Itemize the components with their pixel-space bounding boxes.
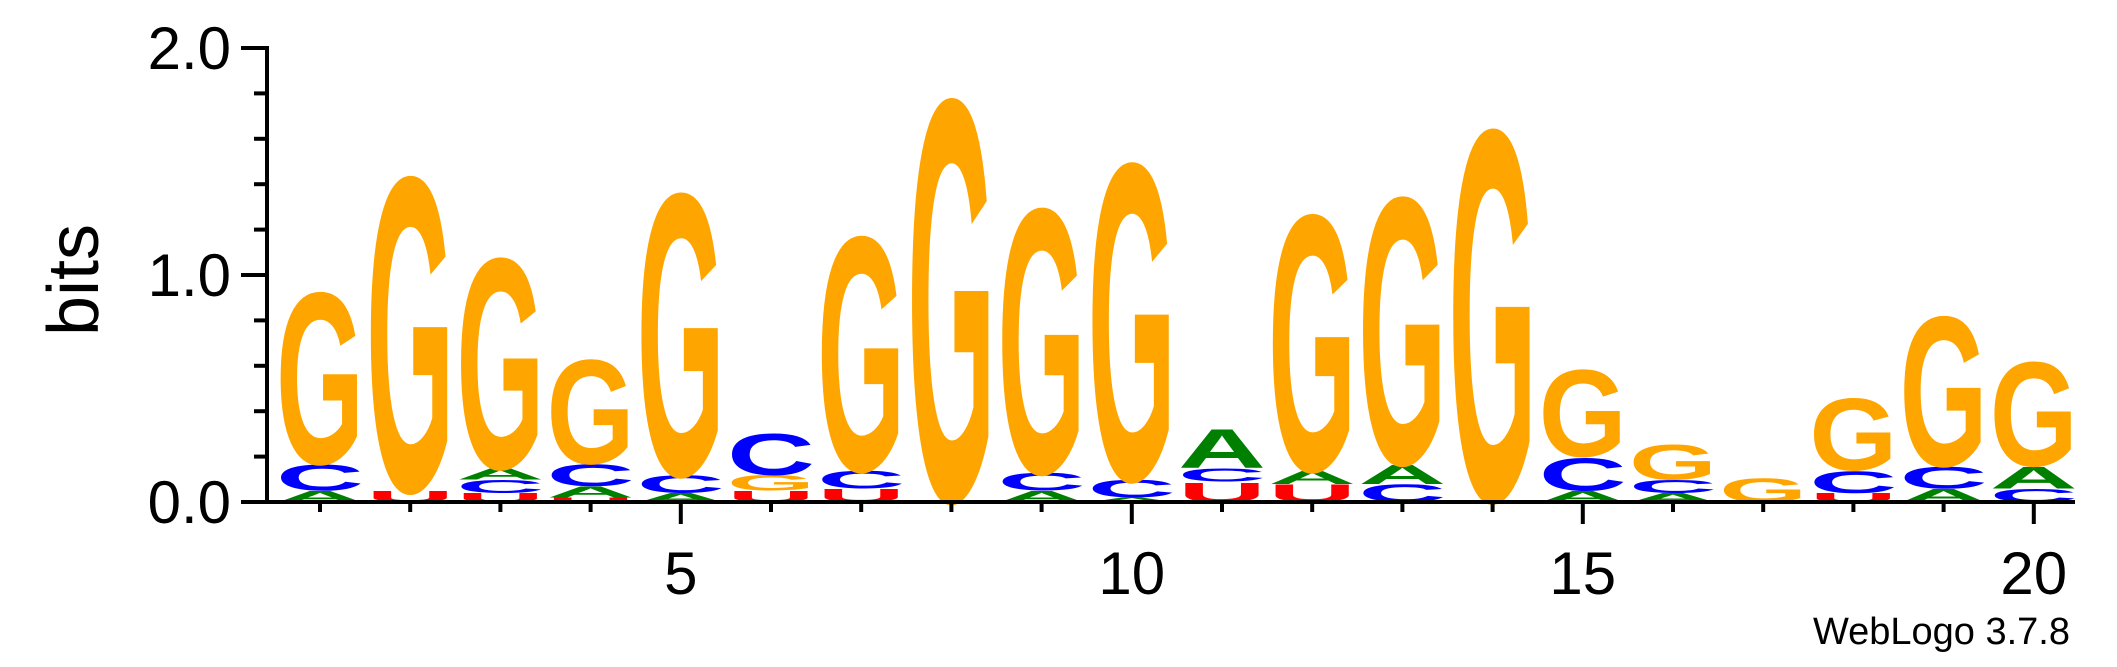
logo-letter-G-pos6: G [727,471,815,495]
logo-letter-G-pos15: G [1539,345,1627,484]
y-tick-label: 0.0 [148,469,231,536]
logo-letter-C-pos9: C [998,468,1086,496]
logo-letter-A-pos10: A [1088,496,1176,503]
logo-letter-C-pos4: C [547,458,635,493]
logo-letter-A-pos11: A [1178,418,1266,481]
logo-letter-A-pos20: A [1990,460,2078,495]
logo-letter-G-pos1: G [276,241,364,516]
logo-letter-G-pos14: G [1449,20,1537,613]
logo-letter-C-pos16: C [1629,476,1717,497]
logo-letter-G-pos4: G [547,329,635,496]
weblogo-version-label: WebLogo 3.7.8 [1813,611,2070,653]
logo-letter-G-pos13: G [1358,118,1446,545]
logo-letter-C-pos5: C [637,470,725,498]
axes: 0.0 1.0 2.0 5 10 15 20 [148,15,2075,607]
logo-letter-G-pos10: G [1088,69,1176,577]
logo-letter-A-pos12: A [1268,467,1356,488]
logo-letter-G-pos19: G [1900,273,1988,512]
logo-letter-C-pos11: C [1178,465,1266,486]
logo-letter-C-pos7: C [817,466,905,494]
logo-letter-G-pos5: G [637,108,725,560]
logo-letter-A-pos3: A [456,465,544,482]
logo-letter-C-pos6: C [727,422,815,488]
logo-letter-G-pos3: G [456,196,544,532]
logo-letter-C-pos19: C [1900,460,1988,495]
logo-letter-C-pos10: C [1088,475,1176,503]
logo-letter-C-pos1: C [276,457,364,499]
x-tick-label: 15 [1549,540,1616,607]
logo-letter-G-pos18: G [1809,377,1897,492]
x-tick-label: 10 [1098,540,1165,607]
x-tick-label: 20 [2000,540,2067,607]
y-axis-label: bits [34,224,114,336]
logo-letter-G-pos20: G [1990,332,2078,499]
x-tick-label: 5 [664,540,697,607]
logo-letter-C-pos3: C [456,476,544,497]
logo-letter-G-pos7: G [817,167,905,542]
logo-letter-U-pos4: U [547,496,635,503]
logo-letter-C-pos18: C [1809,465,1897,500]
logo-letter-G-pos16: G [1629,434,1717,490]
y-tick-label: 1.0 [148,242,231,309]
logo-letter-G-pos9: G [998,131,1086,554]
logo-letter-A-pos13: A [1358,459,1446,490]
y-tick-label: 2.0 [148,15,231,82]
logo-letter-C-pos15: C [1539,448,1627,501]
logo-letter-A-pos4: A [547,483,635,500]
logo-letter-G-pos8: G [907,0,995,622]
logo-letter-G-pos12: G [1268,138,1356,549]
